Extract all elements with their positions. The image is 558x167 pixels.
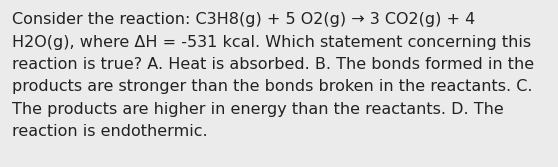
- Text: Consider the reaction: C3H8(g) + 5 O2(g) → 3 CO2(g) + 4: Consider the reaction: C3H8(g) + 5 O2(g)…: [12, 12, 475, 27]
- Text: The products are higher in energy than the reactants. D. The: The products are higher in energy than t…: [12, 102, 504, 117]
- Text: products are stronger than the bonds broken in the reactants. C.: products are stronger than the bonds bro…: [12, 79, 532, 95]
- Text: reaction is endothermic.: reaction is endothermic.: [12, 125, 208, 139]
- Text: reaction is true? A. Heat is absorbed. B. The bonds formed in the: reaction is true? A. Heat is absorbed. B…: [12, 57, 534, 72]
- Text: H2O(g), where ΔH = -531 kcal. Which statement concerning this: H2O(g), where ΔH = -531 kcal. Which stat…: [12, 35, 531, 49]
